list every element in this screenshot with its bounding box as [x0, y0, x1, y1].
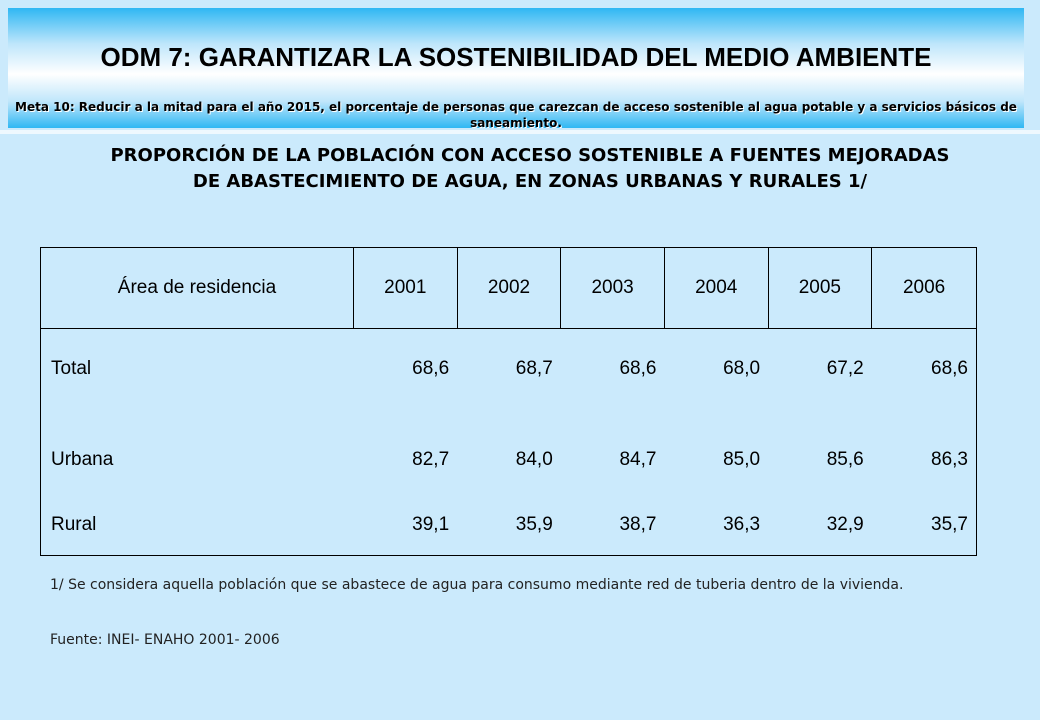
column-header: 2003 [560, 247, 665, 329]
header-banner: ODM 7: GARANTIZAR LA SOSTENIBILIDAD DEL … [8, 8, 1024, 130]
table-cell: 35,7 [931, 514, 968, 535]
source-note: Fuente: INEI- ENAHO 2001- 2006 [50, 632, 280, 648]
table-cell: 36,3 [723, 514, 761, 535]
table-cell: 68,6 [412, 357, 450, 379]
row-label: Rural [51, 514, 97, 535]
table-cell: 68,6 [931, 357, 968, 379]
table-row: Rural 39,1 35,9 38,7 36,3 32,9 35,7 [41, 508, 977, 556]
table-cell: 38,7 [619, 514, 657, 535]
table-cell: 39,1 [412, 514, 450, 535]
table-cell: 85,6 [826, 449, 864, 470]
table-cell: 85,0 [723, 449, 761, 470]
row-label: Urbana [51, 449, 114, 470]
row-label: Total [51, 357, 92, 379]
data-table: Área de residencia 2001 2002 2003 2004 2… [40, 247, 977, 556]
table-cell: 35,9 [515, 514, 553, 535]
column-header: 2006 [871, 247, 977, 329]
table-header-row: Área de residencia 2001 2002 2003 2004 2… [40, 247, 977, 329]
table-cell: 84,7 [619, 449, 657, 470]
table-cell: 68,0 [723, 357, 761, 379]
table-cell: 86,3 [931, 449, 968, 470]
table-title: PROPORCIÓN DE LA POBLACIÓN CON ACCESO SO… [110, 145, 950, 192]
divider [0, 130, 1040, 134]
table-row: Total 68,6 68,7 68,6 68,0 67,2 68,6 [41, 329, 977, 409]
column-header: Área de residencia [40, 247, 354, 329]
column-header: 2005 [767, 247, 873, 329]
table-cell: 67,2 [826, 357, 864, 379]
footnote: 1/ Se considera aquella población que se… [50, 577, 904, 593]
table-cell: 68,7 [515, 357, 553, 379]
column-header: 2002 [456, 247, 562, 329]
table-cell: 68,6 [619, 357, 657, 379]
banner-subtitle: Meta 10: Reducir a la mitad para el año … [15, 100, 1017, 130]
table-cell: 82,7 [412, 449, 450, 470]
banner-title: ODM 7: GARANTIZAR LA SOSTENIBILIDAD DEL … [100, 42, 932, 72]
column-header: 2001 [353, 247, 458, 329]
table-cell: 84,0 [515, 449, 553, 470]
column-header: 2004 [663, 247, 769, 329]
table-row: Urbana 82,7 84,0 84,7 85,0 85,6 86,3 [41, 408, 977, 508]
table-cell: 32,9 [826, 514, 864, 535]
